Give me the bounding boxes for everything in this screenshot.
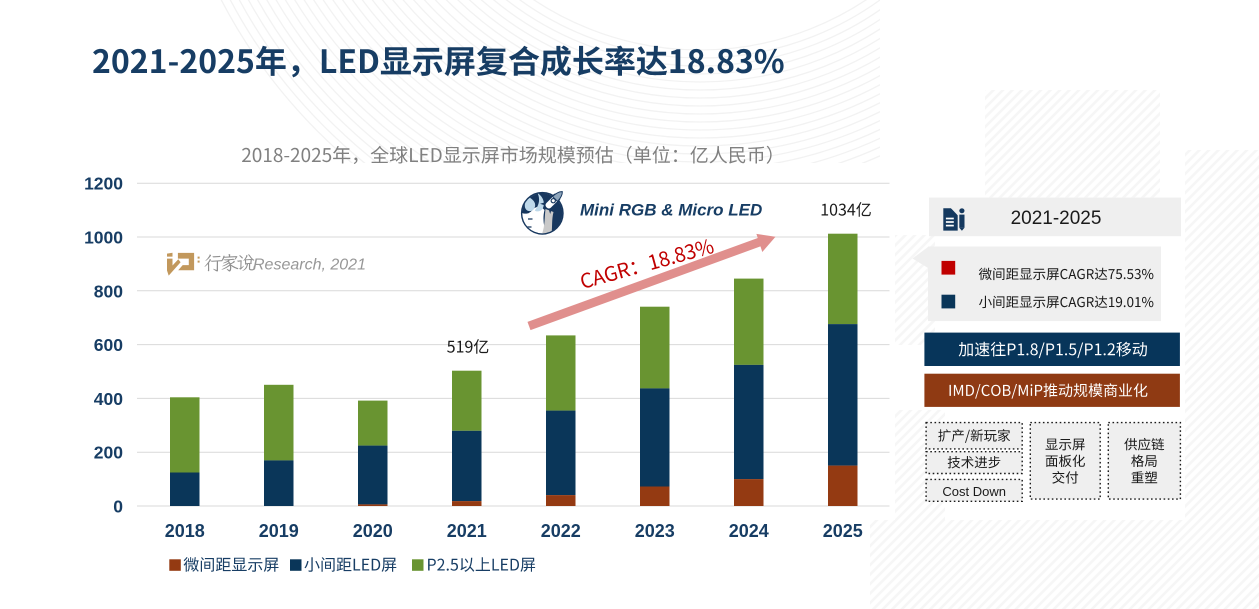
svg-text:2021-2025: 2021-2025 (1011, 208, 1102, 229)
svg-text:2024: 2024 (729, 521, 769, 541)
svg-text:2021: 2021 (447, 521, 487, 541)
svg-text:2022: 2022 (541, 521, 581, 541)
svg-text:1200: 1200 (84, 174, 123, 194)
svg-text:2020: 2020 (353, 521, 393, 541)
svg-text:2019: 2019 (259, 521, 299, 541)
svg-text:2025: 2025 (823, 521, 863, 541)
svg-text:2018: 2018 (165, 521, 205, 541)
svg-text:2023: 2023 (635, 521, 675, 541)
svg-text:400: 400 (94, 389, 123, 409)
svg-text:Research, 2021: Research, 2021 (253, 257, 366, 274)
svg-text:1000: 1000 (84, 228, 123, 248)
svg-text:800: 800 (94, 281, 123, 301)
svg-text:200: 200 (94, 443, 123, 463)
svg-text:Mini RGB & Micro LED: Mini RGB & Micro LED (580, 201, 762, 220)
svg-text:600: 600 (94, 335, 123, 355)
svg-text:Cost Down: Cost Down (942, 484, 1006, 499)
svg-text:0: 0 (113, 497, 123, 517)
